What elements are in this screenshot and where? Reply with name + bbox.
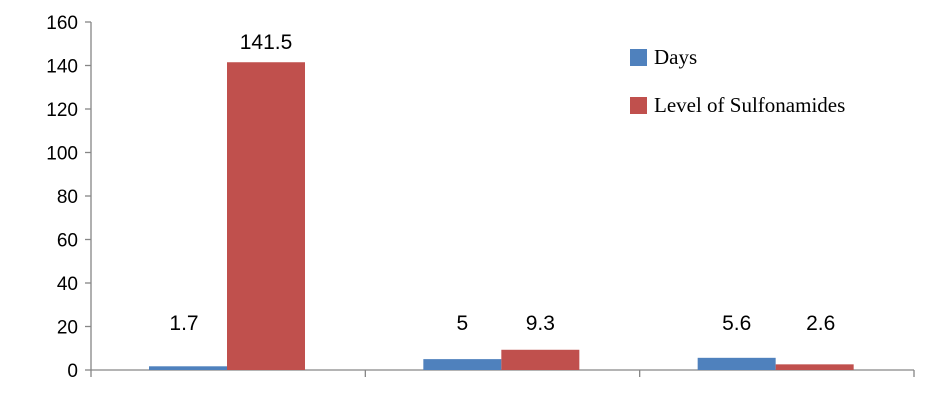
data-label-days: 1.7 xyxy=(169,312,198,335)
y-tick-label: 60 xyxy=(57,231,78,252)
y-tick-label: 160 xyxy=(46,13,78,34)
data-label-days: 5 xyxy=(456,312,468,335)
data-label-level-of-sulfonamides: 141.5 xyxy=(240,31,293,54)
y-tick-label: 40 xyxy=(57,274,78,295)
legend-label-level-of-sulfonamides: Level of Sulfonamides xyxy=(654,93,845,117)
y-axis: 0 20 40 60 80 100 120 140 160 xyxy=(46,13,92,382)
legend-label-days: Days xyxy=(654,45,697,69)
data-label-level-of-sulfonamides: 2.6 xyxy=(806,312,835,335)
x-axis xyxy=(90,369,915,377)
y-tick-label: 20 xyxy=(57,318,78,339)
bar-days xyxy=(149,366,227,370)
y-tick-label: 0 xyxy=(67,361,78,382)
bar-days xyxy=(423,359,502,370)
y-tick-label: 120 xyxy=(46,100,78,121)
data-labels: 1.7 5 5.6 141.5 9.3 2.6 xyxy=(169,31,835,335)
bar-days xyxy=(697,357,776,370)
bar-level-of-sulfonamides xyxy=(775,364,854,370)
legend-swatch-level-of-sulfonamides xyxy=(630,97,647,114)
bars xyxy=(149,62,854,371)
y-tick-label: 80 xyxy=(57,187,78,208)
legend: Days Level of Sulfonamides xyxy=(630,45,845,117)
y-tick-label: 100 xyxy=(46,144,78,165)
data-label-level-of-sulfonamides: 9.3 xyxy=(526,312,555,335)
bar-level-of-sulfonamides xyxy=(227,62,305,371)
bar-level-of-sulfonamides xyxy=(501,349,580,370)
legend-swatch-days xyxy=(630,49,647,66)
y-tick-label: 140 xyxy=(46,57,78,78)
data-label-days: 5.6 xyxy=(722,312,751,335)
